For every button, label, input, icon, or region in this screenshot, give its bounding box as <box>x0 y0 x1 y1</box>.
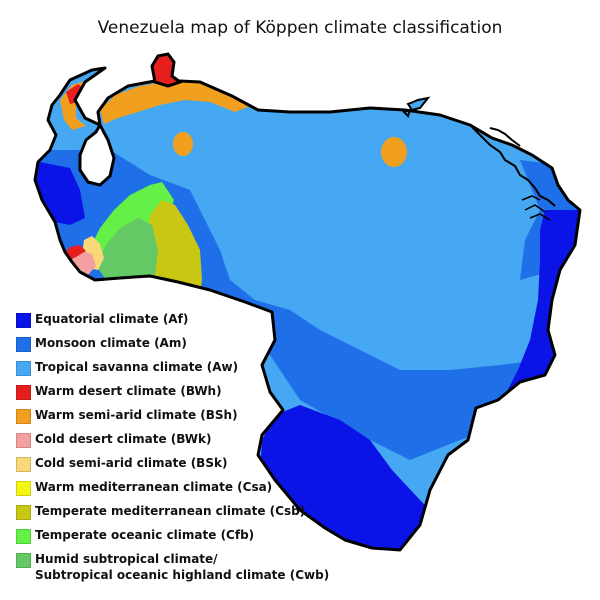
legend-swatch <box>16 553 31 568</box>
zone-af-equatorial-south <box>260 405 440 550</box>
legend-item-csa: Warm mediterranean climate (Csa) <box>16 479 356 503</box>
legend-label: Warm mediterranean climate (Csa) <box>35 480 273 494</box>
legend-item-cfb: Temperate oceanic climate (Cfb) <box>16 527 356 551</box>
legend-swatch <box>16 505 31 520</box>
legend-item-bsk: Cold semi-arid climate (BSk) <box>16 455 356 479</box>
zone-bsh-margarita <box>381 137 407 167</box>
legend-item-bsh: Warm semi-arid climate (BSh) <box>16 407 356 431</box>
legend-swatch <box>16 337 31 352</box>
legend-item-aw: Tropical savanna climate (Aw) <box>16 359 356 383</box>
legend-swatch <box>16 433 31 448</box>
legend-label: Warm desert climate (BWh) <box>35 384 222 398</box>
trinidad-coast <box>489 127 521 147</box>
legend-label: Equatorial climate (Af) <box>35 312 189 326</box>
legend-item-bwk: Cold desert climate (BWk) <box>16 431 356 455</box>
legend-label: Temperate oceanic climate (Cfb) <box>35 528 255 542</box>
legend-label: Cold desert climate (BWk) <box>35 432 212 446</box>
legend-label: Tropical savanna climate (Aw) <box>35 360 239 374</box>
margarita-island <box>406 96 431 112</box>
legend-swatch <box>16 529 31 544</box>
coche-island <box>402 108 412 118</box>
orinoco-delta-edge <box>469 124 556 207</box>
legend-item-am: Monsoon climate (Am) <box>16 335 356 359</box>
venezuela-outline <box>33 66 582 552</box>
legend-swatch <box>16 409 31 424</box>
legend-item-csb: Temperate mediterranean climate (Csb) <box>16 503 356 527</box>
legend-item-cwb: Humid subtropical climate/ Subtropical o… <box>16 551 356 591</box>
zone-af-equatorial-west <box>35 160 85 225</box>
delta-channels <box>521 195 551 221</box>
legend-label: Humid subtropical climate/ Subtropical o… <box>35 552 330 582</box>
paraguana-peninsula <box>150 52 184 88</box>
zone-bsh-coast <box>100 82 250 124</box>
legend-swatch <box>16 313 31 328</box>
legend-item-bwh: Warm desert climate (BWh) <box>16 383 356 407</box>
legend-label: Cold semi-arid climate (BSk) <box>35 456 228 470</box>
map-title: Venezuela map of Köppen climate classifi… <box>97 18 503 38</box>
lake-maracaibo <box>78 121 116 187</box>
legend-label: Temperate mediterranean climate (Csb) <box>35 504 306 518</box>
legend-label: Warm semi-arid climate (BSh) <box>35 408 238 422</box>
legend-item-af: Equatorial climate (Af) <box>16 311 356 335</box>
legend: Equatorial climate (Af) Monsoon climate (… <box>16 311 356 591</box>
zone-bsh-lara <box>173 132 193 156</box>
legend-swatch <box>16 361 31 376</box>
zone-cwb-andes <box>96 218 158 285</box>
legend-swatch <box>16 385 31 400</box>
legend-swatch <box>16 481 31 496</box>
legend-label: Monsoon climate (Am) <box>35 336 187 350</box>
legend-swatch <box>16 457 31 472</box>
zone-af-equatorial-east <box>505 210 580 395</box>
